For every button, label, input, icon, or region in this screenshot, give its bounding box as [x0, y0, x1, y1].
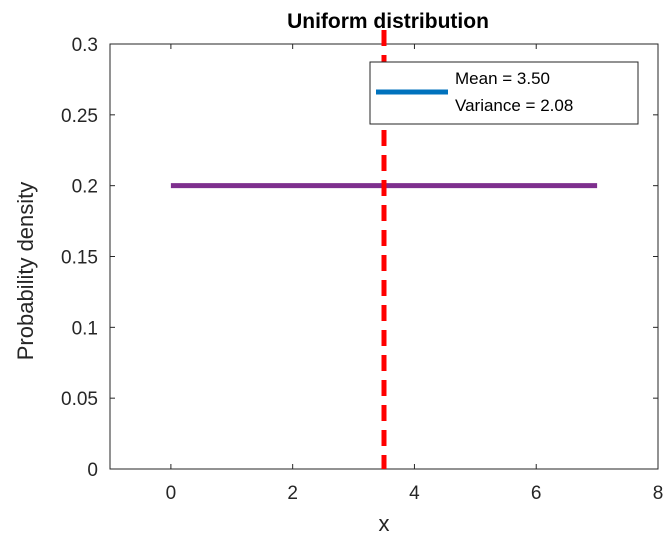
x-tick-label: 6: [531, 483, 542, 504]
x-tick-label: 2: [287, 483, 298, 504]
chart-title: Uniform distribution: [287, 10, 489, 33]
y-tick-label: 0.2: [72, 177, 98, 198]
y-tick-label: 0: [87, 460, 98, 481]
y-tick-label: 0.05: [61, 389, 98, 410]
x-axis-ticks: 0 2 4 6 8: [166, 44, 664, 504]
x-tick-label: 8: [653, 483, 664, 504]
legend-entry-mean: Mean = 3.50: [455, 69, 550, 88]
y-tick-label: 0.1: [72, 318, 98, 339]
x-axis-label: x: [379, 511, 390, 536]
y-tick-label: 0.15: [61, 248, 98, 269]
legend-entry-variance: Variance = 2.08: [455, 96, 573, 115]
y-tick-label: 0.25: [61, 106, 98, 127]
x-tick-label: 4: [409, 483, 420, 504]
y-tick-label: 0.3: [72, 35, 98, 56]
y-axis-ticks: 0 0.05 0.1 0.15 0.2 0.25 0.3: [61, 35, 658, 481]
y-axis-label: Probability density: [13, 182, 38, 361]
legend: Mean = 3.50 Variance = 2.08: [369, 61, 639, 125]
x-tick-label: 0: [166, 483, 177, 504]
